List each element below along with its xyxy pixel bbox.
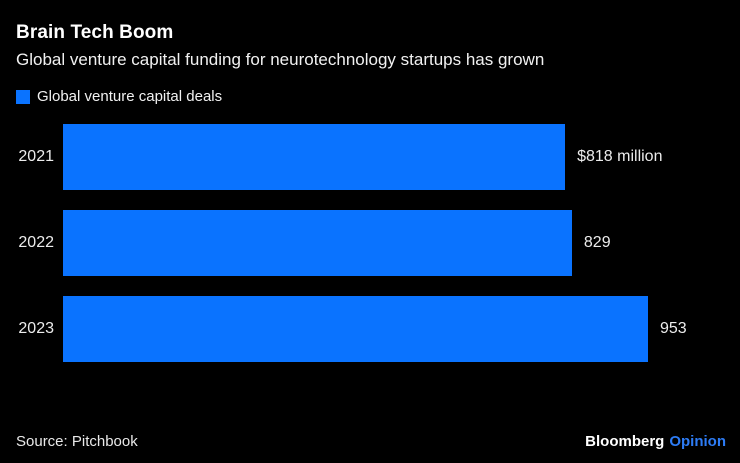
brand-bloomberg: Bloomberg [585,433,665,450]
value-label: 953 [660,320,687,337]
category-label: 2023 [18,320,54,337]
value-label: $818 million [577,148,663,165]
chart-row: 2021 $818 million [16,124,724,190]
category-label: 2021 [18,148,54,165]
bar-track: $818 million [63,124,662,190]
bloomberg-logo: Bloomberg Opinion [585,433,726,450]
chart-subtitle: Global venture capital funding for neuro… [16,50,545,69]
bar [63,210,572,276]
bar-track: 953 [63,296,687,362]
bar [63,296,648,362]
value-label: 829 [583,234,611,251]
bar-track: 829 [63,210,648,276]
legend-swatch [16,89,30,104]
chart-title: Brain Tech Boom [16,22,174,43]
chart-row: 2023 953 [16,296,724,362]
footer: Source: Pitchbook Bloomberg Opinion [16,433,726,450]
category-label: 2022 [18,234,54,251]
bar-chart: 2021 $818 million 2022 829 2023 953 [16,124,724,362]
bar [63,124,566,190]
brand-opinion: Opinion [669,433,726,450]
legend: Global venture capital deals [16,88,724,105]
source-note: Source: Pitchbook [16,433,138,450]
chart-row: 2022 829 [16,210,724,276]
legend-label: Global venture capital deals [37,88,223,105]
